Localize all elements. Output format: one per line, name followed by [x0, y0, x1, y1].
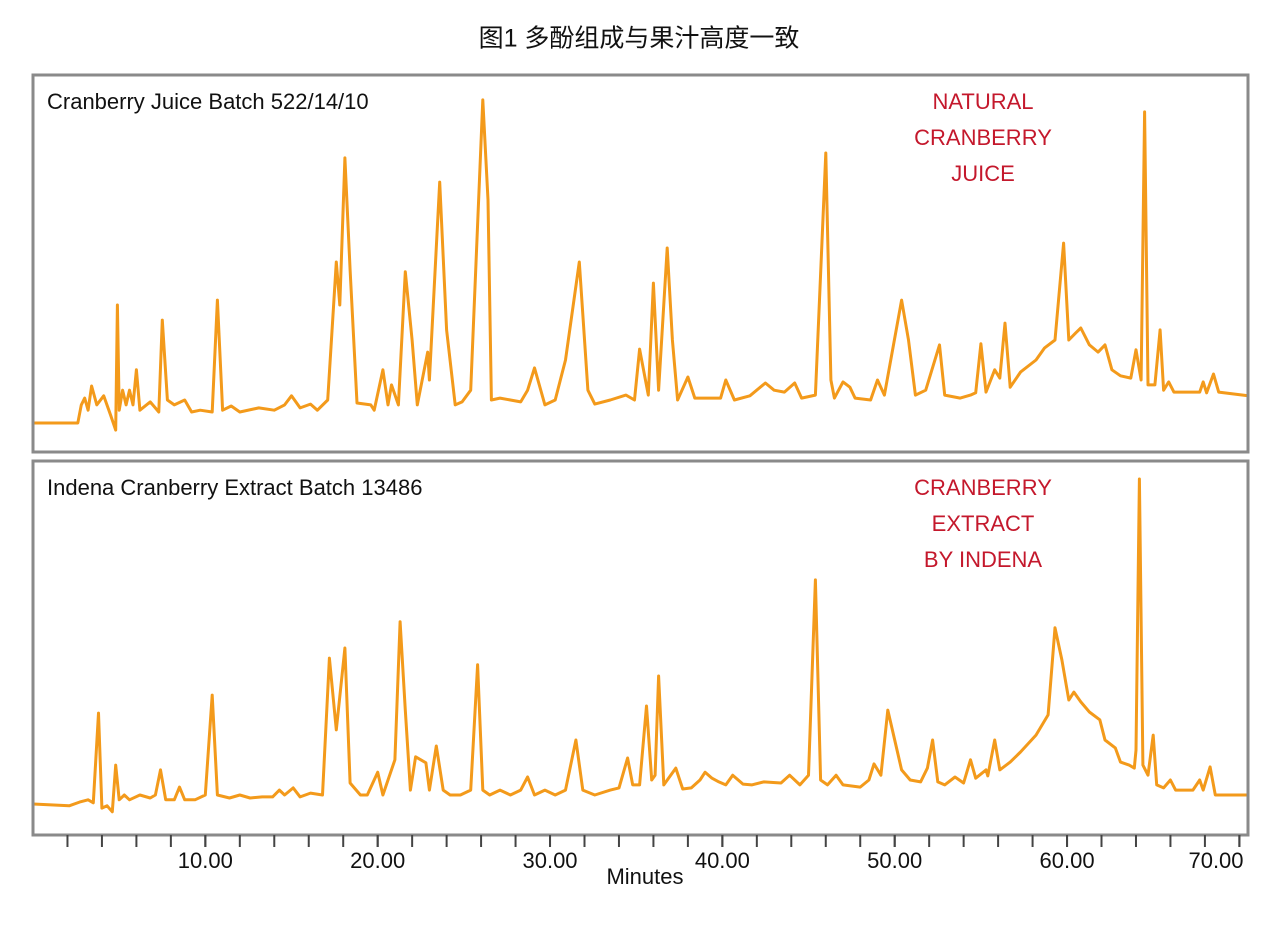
x-tick-label: 30.00	[522, 848, 577, 873]
x-tick-label: 70.00	[1188, 848, 1243, 873]
annotation: NATURAL	[932, 89, 1033, 114]
x-tick-label: 60.00	[1040, 848, 1095, 873]
chromatogram-line	[32, 477, 1248, 814]
panel-frame	[31, 73, 1250, 454]
x-tick-label: 10.00	[178, 848, 233, 873]
annotation: EXTRACT	[932, 511, 1035, 536]
chromatogram-line	[33, 98, 1249, 432]
x-tick-label: 50.00	[867, 848, 922, 873]
panel-frame	[31, 459, 1250, 837]
annotation: CRANBERRY	[914, 125, 1052, 150]
x-tick-label: 20.00	[350, 848, 405, 873]
annotation: CRANBERRY	[914, 475, 1052, 500]
panel-title: Indena Cranberry Extract Batch 13486	[47, 475, 422, 500]
annotation: JUICE	[951, 161, 1015, 186]
x-tick-label: 40.00	[695, 848, 750, 873]
panel-title: Cranberry Juice Batch 522/14/10	[47, 89, 369, 114]
x-axis-label: Minutes	[606, 864, 683, 889]
annotation: BY INDENA	[924, 547, 1043, 572]
page-title: 图1 多酚组成与果汁高度一致	[479, 25, 800, 53]
